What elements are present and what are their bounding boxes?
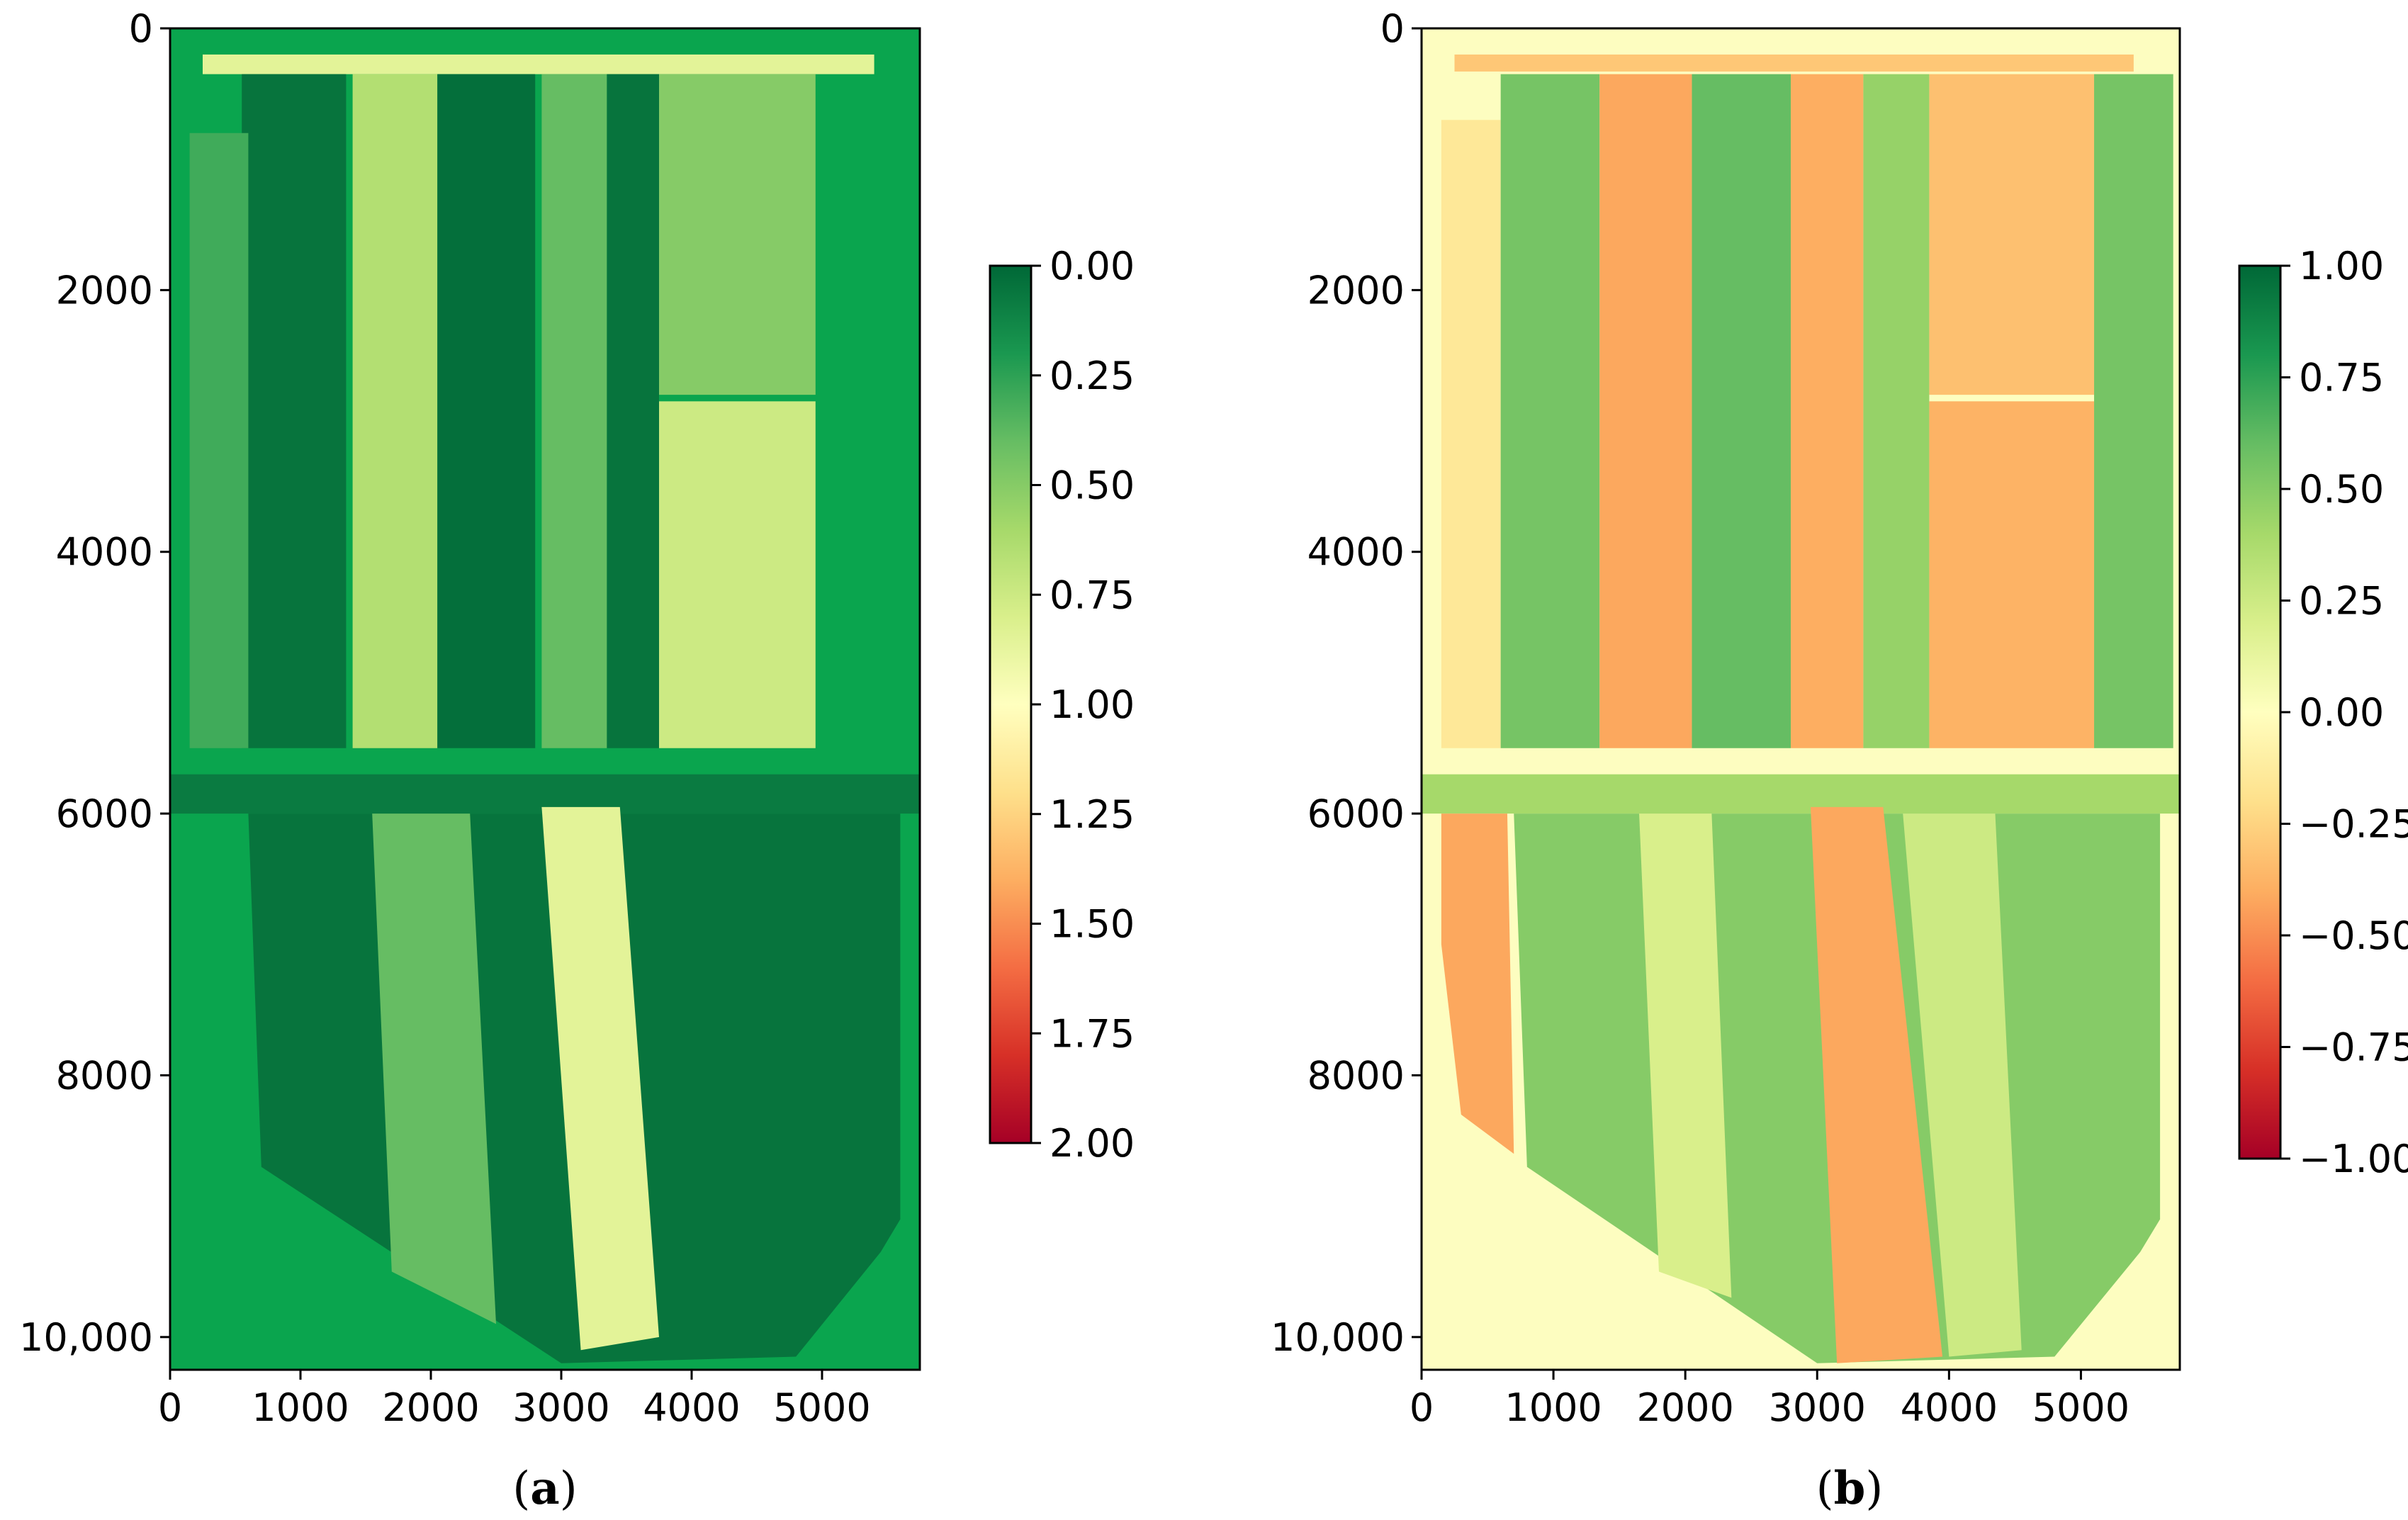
panel-caption-b: (b)	[1816, 1462, 1884, 1515]
x-tick-label: 1000	[1504, 1385, 1602, 1430]
heatmap-region-lower-field-orange-2	[1810, 806, 1943, 1363]
heatmap-region-field-col-6b	[1929, 401, 2095, 748]
heatmap-region-lower-field-orange-1	[1639, 814, 1732, 1298]
colorbar-tick-label: 1.00	[1050, 682, 1135, 727]
colorbar-tick-label: −0.50	[2299, 913, 2408, 958]
colorbar-tick-label: −0.25	[2299, 802, 2408, 847]
heatmap-region-lower-field-light	[1903, 814, 2022, 1357]
panel-caption-a: (a)	[512, 1462, 577, 1515]
x-tick-label: 2000	[1636, 1385, 1733, 1430]
x-tick-label: 5000	[773, 1385, 870, 1430]
x-ticks-a: 0 1000 2000 3000 4000 5000	[158, 1370, 871, 1430]
y-tick-label: 8000	[1307, 1053, 1405, 1098]
y-tick-label: 4000	[56, 530, 153, 575]
y-tick-label: 10,000	[1271, 1315, 1405, 1360]
x-tick-label: 5000	[2032, 1385, 2129, 1430]
heatmap-region-field-col-2	[1599, 74, 1692, 748]
heatmap-region-field-top-strip	[1454, 54, 2134, 72]
axes-frame-a	[169, 27, 921, 1371]
heatmap-region-field-col-1	[242, 74, 347, 748]
colorbar-tick-label: 0.75	[2299, 356, 2384, 400]
colorbar-tick-label: 0.25	[2299, 579, 2384, 624]
y-tick-label: 6000	[1307, 792, 1405, 836]
colorbar-tick-label: 1.50	[1050, 902, 1135, 947]
heatmap-region-lower-stripe-mid	[372, 814, 496, 1324]
colorbar-tick-label: 1.00	[2299, 244, 2384, 288]
panel-b: 0 1000 2000 3000 4000 5000 0 2000 4000 6000 8000 1…	[1271, 6, 2408, 1515]
colorbar-tick-label: −1.00	[2299, 1137, 2408, 1181]
heatmap-region-field-col-4	[541, 74, 607, 748]
colorbar-tick-label: 0.25	[1050, 354, 1135, 398]
colorbar-fill	[989, 264, 1033, 1144]
heatmap-region-field-col-5	[607, 74, 659, 748]
x-tick-label: 1000	[252, 1385, 349, 1430]
heatmap-region-field-col-6a	[659, 74, 816, 395]
y-tick-label: 2000	[1307, 268, 1405, 313]
y-tick-label: 10,000	[19, 1315, 153, 1360]
heatmap-region-field-col-7	[2094, 74, 2173, 748]
x-tick-label: 4000	[1901, 1385, 1998, 1430]
heatmap-region-lower-stripe-bright	[541, 806, 659, 1351]
x-tick-label: 2000	[382, 1385, 479, 1430]
heatmap-region-lower-left-field	[1441, 814, 1514, 1154]
colorbar-tick-label: 1.25	[1050, 792, 1135, 837]
x-tick-label: 0	[158, 1385, 182, 1430]
axes-frame-b	[1420, 27, 2181, 1371]
colorbar-tick-label: 1.75	[1050, 1011, 1135, 1056]
colorbar-tick-label: 0.50	[1050, 463, 1135, 508]
y-tick-label: 0	[129, 6, 153, 51]
heatmap-region-field-top-strip	[203, 54, 874, 74]
panel-a: 0 1000 2000 3000 4000 5000 0 2000 4000 6000 8000 1…	[19, 6, 1135, 1515]
y-tick-label: 4000	[1307, 530, 1405, 575]
colorbar-tick-label: 0.75	[1050, 573, 1135, 617]
heatmap-b	[1422, 28, 2180, 1370]
heatmap-region-field-col-5	[1863, 74, 1930, 748]
y-tick-label: 8000	[56, 1053, 153, 1098]
colorbar-tick-label: 2.00	[1050, 1121, 1135, 1166]
heatmap-a	[170, 28, 920, 1370]
x-ticks-b: 0 1000 2000 3000 4000 5000	[1410, 1370, 2129, 1430]
heatmap-region-field-col-2	[352, 74, 438, 748]
y-tick-label: 6000	[56, 792, 153, 836]
heatmap-region-field-col-6a	[1929, 74, 2095, 395]
colorbar-tick-label: 0.00	[2299, 690, 2384, 735]
colorbar-tick-label: 0.00	[1050, 244, 1135, 288]
heatmap-region-road-horizontal	[1422, 774, 2180, 814]
x-tick-label: 4000	[643, 1385, 740, 1430]
heatmap-region-field-col-3	[437, 74, 536, 748]
y-tick-label: 0	[1380, 6, 1405, 51]
x-tick-label: 3000	[512, 1385, 609, 1430]
x-tick-label: 3000	[1769, 1385, 1866, 1430]
heatmap-region-field-col-4	[1791, 74, 1864, 748]
colorbar-b: 1.00 0.75 0.50 0.25 0.00 −0.25 −0.50 −0.75 −1.00	[2238, 244, 2408, 1181]
heatmap-region-field-col-3	[1692, 74, 1791, 748]
colorbar-a: 0.00 0.25 0.50 0.75 1.00 1.25 1.50 1.75 2.00	[989, 244, 1135, 1166]
colorbar-tick-label: −0.75	[2299, 1025, 2408, 1070]
heatmap-region-field-strip-left	[189, 133, 249, 748]
heatmap-region-field-col-6b	[659, 401, 816, 748]
y-ticks-b: 0 2000 4000 6000 8000 10,000	[1271, 6, 1422, 1360]
colorbar-fill	[2238, 264, 2282, 1160]
y-tick-label: 2000	[56, 268, 153, 313]
heatmap-region-field-col-1	[1500, 74, 1600, 748]
y-ticks-a: 0 2000 4000 6000 8000 10,000	[19, 6, 170, 1360]
colorbar-tick-label: 0.50	[2299, 467, 2384, 512]
heatmap-region-field-strip-left	[1441, 120, 1501, 748]
x-tick-label: 0	[1410, 1385, 1434, 1430]
